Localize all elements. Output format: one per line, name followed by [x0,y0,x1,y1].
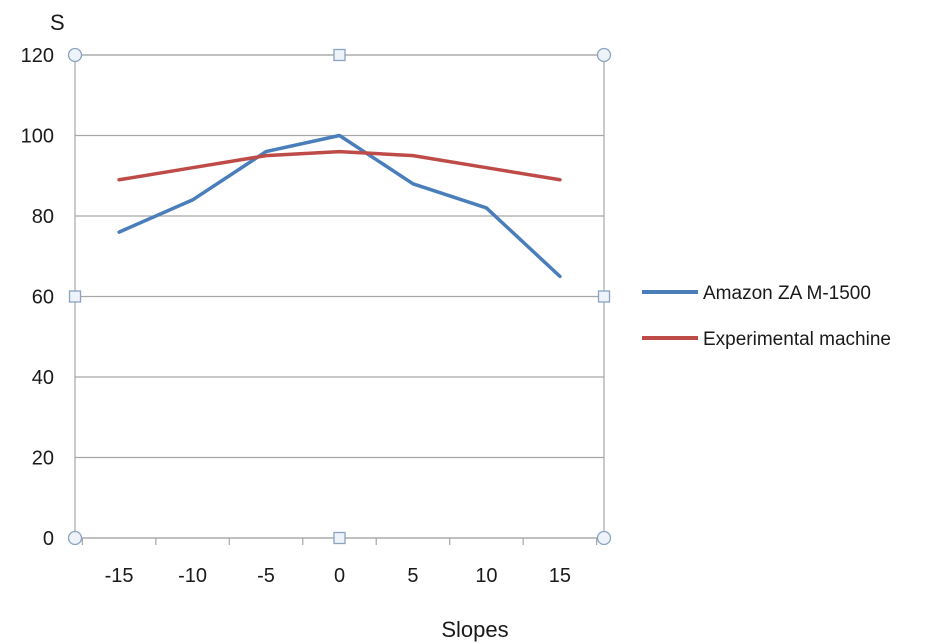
y-axis: 0 20 40 60 80 100 120 [21,45,54,550]
side-resize-handle[interactable] [597,290,611,303]
corner-resize-handle[interactable] [596,530,612,546]
series-line-1 [117,133,562,279]
corner-resize-handle[interactable] [67,47,83,63]
x-tick-label: 5 [407,565,418,587]
y-tick-label: 20 [32,448,54,470]
x-tick-label: -15 [105,565,134,587]
y-axis-title: S [50,10,65,35]
y-tick-label: 100 [21,126,54,148]
legend-label: Experimental machine [703,329,891,350]
x-axis-title: Slopes [441,617,508,642]
y-tick-label: 40 [32,367,54,389]
x-tick-label: -5 [257,565,275,587]
y-tick-label: 60 [32,287,54,309]
side-resize-handle[interactable] [68,290,82,303]
side-resize-handle[interactable] [333,48,346,62]
side-resize-handle[interactable] [333,531,346,545]
y-tick-label: 80 [32,206,54,228]
series-layer [117,133,562,279]
series-line-2 [117,149,562,182]
selection-handles[interactable] [67,47,612,546]
corner-resize-handle[interactable] [67,530,83,546]
gridlines [75,54,604,539]
corner-resize-handle[interactable] [596,47,612,63]
y-tick-label: 120 [21,45,54,67]
x-axis: -15 -10 -5 0 5 10 15 [81,538,598,587]
x-tick-label: 0 [334,565,345,587]
x-tick-label: 10 [475,565,497,587]
legend: Amazon ZA M-1500 Experimental machine [642,283,891,350]
x-tick-label: 15 [549,565,571,587]
legend-label: Amazon ZA M-1500 [703,283,871,304]
y-tick-label: 0 [43,528,54,550]
x-tick-label: -10 [178,565,207,587]
